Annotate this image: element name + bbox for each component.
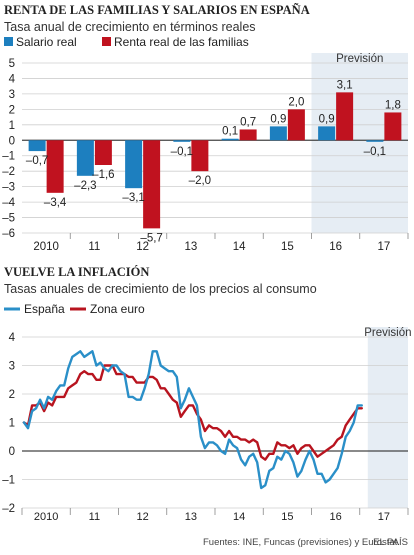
data-label-renta: 1,8 xyxy=(385,99,401,111)
bar-salario xyxy=(173,140,191,142)
y-tick-label: –5 xyxy=(2,213,15,225)
source-note: Fuentes: INE, Funcas (previsiones) y Eur… xyxy=(203,537,400,548)
legend-label-espana: España xyxy=(24,302,65,316)
legend-label-salario: Salario real xyxy=(16,35,77,49)
bar-salario xyxy=(318,126,336,141)
bar-renta xyxy=(384,112,402,141)
bar-salario xyxy=(269,126,287,141)
x-tick-label: 14 xyxy=(233,241,246,253)
x-tick-label: 2010 xyxy=(33,241,59,253)
legend-swatch-salario xyxy=(4,37,13,46)
line-chart-subtitle: Tasas anuales de crecimiento de los prec… xyxy=(4,282,317,296)
line-chart-series xyxy=(22,350,363,490)
brand-label: EL PAÍS xyxy=(373,537,408,548)
y-tick-label: 1 xyxy=(9,120,15,132)
bar-renta xyxy=(143,140,161,229)
data-label-renta: –3,4 xyxy=(44,197,67,209)
x-tick-label: 2010 xyxy=(34,511,58,523)
y-tick-label: 4 xyxy=(9,73,16,85)
bar-chart-y-ticks: 5 4 3 2 1 0 –1 –2 –3 –4 –5 –6 xyxy=(2,58,15,240)
bar-renta xyxy=(191,140,209,172)
y-tick-label: 2 xyxy=(9,104,15,116)
data-label-salario: –2,3 xyxy=(74,180,96,192)
data-label-salario: –0,1 xyxy=(171,146,193,158)
y-tick-label: –1 xyxy=(2,151,15,163)
bar-salario xyxy=(125,140,143,189)
y-tick-label: 2 xyxy=(9,389,15,401)
y-tick-label: 0 xyxy=(9,446,15,458)
bar-salario xyxy=(221,138,239,141)
y-tick-label: –3 xyxy=(2,182,15,194)
x-tick-label: 15 xyxy=(281,241,294,253)
legend-swatch-renta xyxy=(102,37,111,46)
data-label-salario: –0,7 xyxy=(26,155,48,167)
y-tick-label: 1 xyxy=(9,418,15,430)
data-label-renta: 2,0 xyxy=(288,96,304,108)
legend-label-renta: Renta real de las familias xyxy=(114,35,249,49)
y-tick-label: 4 xyxy=(9,332,16,344)
bar-renta xyxy=(239,129,257,141)
data-label-renta: 3,1 xyxy=(337,79,353,91)
forecast-label: Previsión xyxy=(336,53,383,65)
data-label-renta: –1,6 xyxy=(92,169,114,181)
bar-renta xyxy=(287,109,305,141)
y-tick-label: –6 xyxy=(2,228,15,240)
bar-chart-title: RENTA DE LAS FAMILIAS Y SALARIOS EN ESPA… xyxy=(4,3,310,17)
x-tick-label: 13 xyxy=(184,241,197,253)
y-tick-label: –2 xyxy=(2,503,15,515)
line-zona-euro xyxy=(22,364,363,461)
line-chart-title: VUELVE LA INFLACIÓN xyxy=(4,265,149,279)
line-chart: VUELVE LA INFLACIÓN Tasas anuales de cre… xyxy=(2,265,411,523)
bar-renta xyxy=(46,140,64,193)
y-tick-label: –4 xyxy=(2,197,15,209)
bar-chart: RENTA DE LAS FAMILIAS Y SALARIOS EN ESPA… xyxy=(2,3,409,253)
forecast-background xyxy=(311,53,408,233)
x-tick-label: 11 xyxy=(88,241,100,253)
data-label-salario: –3,1 xyxy=(122,192,144,204)
line-espana xyxy=(22,350,363,490)
data-label-salario: 0,9 xyxy=(319,113,335,125)
x-tick-label: 16 xyxy=(330,511,342,523)
x-tick-label: 12 xyxy=(137,511,149,523)
x-tick-label: 15 xyxy=(281,511,293,523)
y-tick-label: 3 xyxy=(9,89,15,101)
line-chart-y-ticks: 4 3 2 1 0 –1 –2 xyxy=(2,332,15,515)
bar-chart-legend: Salario real Renta real de las familias xyxy=(4,35,249,49)
x-tick-label: 17 xyxy=(377,241,390,253)
x-tick-label: 14 xyxy=(233,511,245,523)
bar-renta xyxy=(94,140,112,165)
bar-salario xyxy=(366,140,384,142)
bar-salario xyxy=(76,140,94,176)
forecast-background-2 xyxy=(367,327,408,508)
data-label-renta: –2,0 xyxy=(189,175,211,187)
bar-renta xyxy=(336,92,354,141)
x-tick-label: 11 xyxy=(89,511,100,523)
line-chart-grid xyxy=(22,336,408,509)
bar-chart-x-ticks: 2010 11 12 13 14 15 16 17 xyxy=(33,233,409,253)
y-tick-label: –2 xyxy=(2,166,15,178)
bar-chart-data-labels: –0,7 –3,4 –2,3–1,6 –3,1 –5,7 –0,1 –2,0 0,10,7 0,… xyxy=(26,79,401,244)
bar-salario xyxy=(28,140,46,152)
legend-label-euro: Zona euro xyxy=(90,302,145,316)
bar-chart-subtitle: Tasa anual de crecimiento en términos re… xyxy=(4,20,256,34)
x-tick-label: 16 xyxy=(329,241,342,253)
y-tick-label: 0 xyxy=(9,135,15,147)
data-label-salario: 0,1 xyxy=(222,126,238,138)
bar-chart-bars xyxy=(28,92,402,229)
data-label-salario: 0,9 xyxy=(270,113,286,125)
y-tick-label: 5 xyxy=(9,58,15,70)
x-tick-label: 13 xyxy=(185,511,197,523)
x-tick-label: 17 xyxy=(378,511,390,523)
data-label-renta: 0,7 xyxy=(240,116,256,128)
data-label-renta: –5,7 xyxy=(140,232,162,244)
y-tick-label: 3 xyxy=(9,361,15,373)
forecast-label-2: Previsión xyxy=(364,327,411,339)
line-chart-legend: España Zona euro xyxy=(4,302,145,316)
data-label-salario: –0,1 xyxy=(364,146,386,158)
x-tick-label: 12 xyxy=(136,241,149,253)
y-tick-label: –1 xyxy=(2,475,15,487)
line-chart-x-ticks: 2010 11 12 13 14 15 16 17 xyxy=(21,508,409,523)
